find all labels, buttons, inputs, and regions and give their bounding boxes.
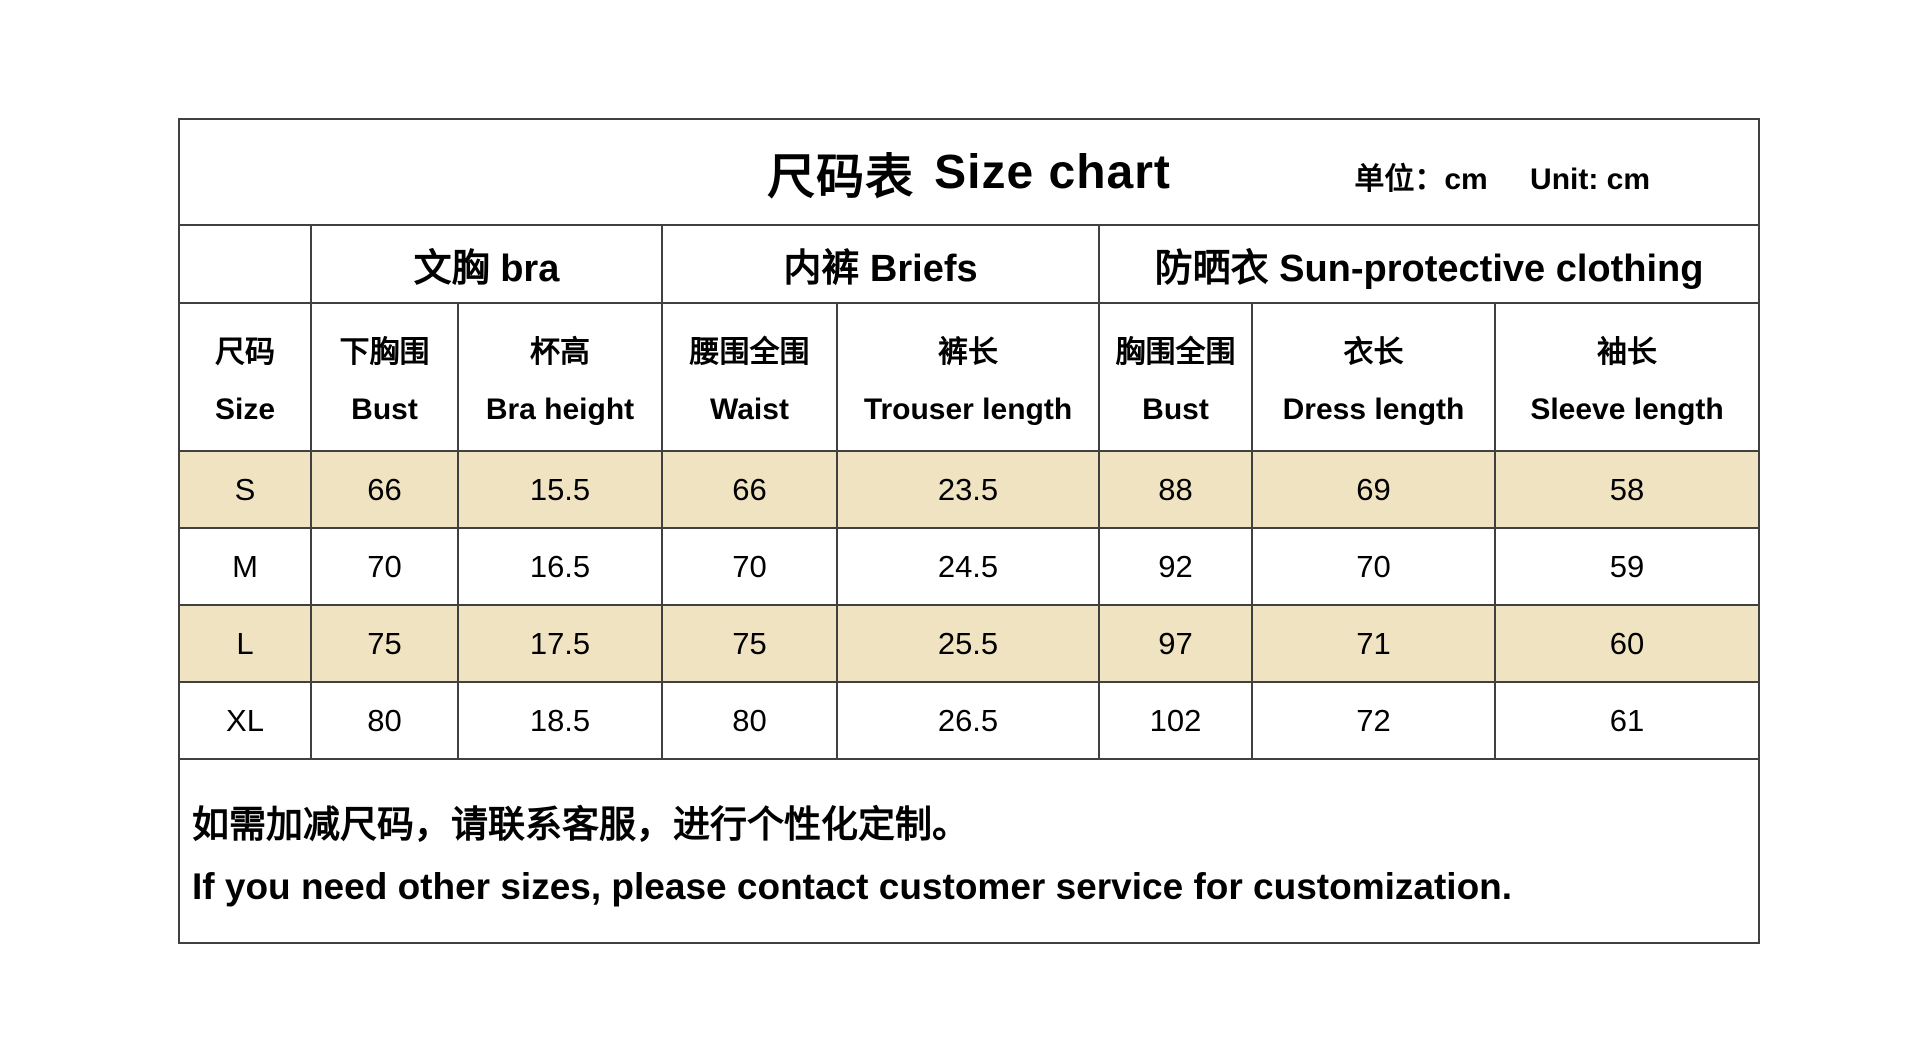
unit-label: 单位：cm Unit: cm (1354, 154, 1650, 198)
column-header-size-zh: 尺码 (215, 335, 275, 369)
column-header-waist: 腰围全围 Waist (661, 302, 838, 452)
size-cell: S (178, 450, 312, 529)
column-header-dress-length-en: Dress length (1282, 393, 1465, 427)
column-header-row: 尺码 Size 下胸围 Bust 杯高 Bra height (178, 302, 1761, 452)
column-header-sleeve-length-en: Sleeve length (1530, 393, 1724, 427)
category-row: 文胸 bra 内裤 Briefs 防晒衣 Sun-protective clot… (178, 224, 1761, 304)
column-header-trouser-length-zh: 裤长 (938, 335, 998, 369)
value-cell: 71 (1251, 604, 1496, 683)
value-cell: 102 (1098, 681, 1253, 760)
column-header-trouser-length: 裤长 Trouser length (836, 302, 1100, 452)
value-cell: 17.5 (457, 604, 663, 683)
size-chart: 尺码表 Size chart 单位：cm Unit: cm 文胸 bra 内裤 … (177, 118, 1761, 944)
column-header-dress-length-zh: 衣长 (1343, 335, 1404, 369)
unit-label-zh: 单位：cm (1354, 163, 1488, 197)
value-cell: 66 (310, 450, 459, 529)
value-cell: 61 (1493, 681, 1761, 760)
title-row: 尺码表 Size chart 单位：cm Unit: cm (177, 118, 1761, 226)
column-header-underbust-en: Bust (351, 393, 418, 427)
column-header-sleeve-length: 袖长 Sleeve length (1493, 302, 1761, 452)
size-chart-table: 尺码表 Size chart 单位：cm Unit: cm 文胸 bra 内裤 … (177, 118, 1761, 944)
column-header-underbust: 下胸围 Bust (310, 302, 459, 452)
category-bra: 文胸 bra (310, 224, 663, 304)
column-header-size: 尺码 Size (178, 302, 312, 452)
value-cell: 23.5 (836, 450, 1100, 529)
column-header-bust-zh: 胸围全围 (1115, 335, 1236, 369)
size-cell: M (178, 527, 312, 606)
value-cell: 72 (1251, 681, 1496, 760)
size-cell: L (178, 604, 312, 683)
column-header-waist-en: Waist (710, 393, 789, 427)
category-sun-protective-clothing: 防晒衣 Sun-protective clothing (1097, 224, 1761, 304)
size-cell: XL (178, 681, 312, 760)
value-cell: 58 (1493, 450, 1761, 529)
column-header-sleeve-length-zh: 袖长 (1597, 335, 1658, 369)
value-cell: 15.5 (457, 450, 663, 529)
unit-label-en: Unit: cm (1530, 163, 1651, 197)
value-cell: 97 (1098, 604, 1253, 683)
value-cell: 80 (661, 681, 838, 760)
value-cell: 69 (1251, 450, 1496, 529)
value-cell: 75 (661, 604, 838, 683)
category-empty-cell (178, 224, 312, 304)
column-header-bust: 胸围全围 Bust (1098, 302, 1253, 452)
footnote-row: 如需加减尺码，请联系客服，进行个性化定制。 If you need other … (177, 758, 1761, 944)
column-header-bust-en: Bust (1142, 393, 1209, 427)
value-cell: 70 (1251, 527, 1496, 606)
value-cell: 92 (1098, 527, 1253, 606)
value-cell: 59 (1493, 527, 1761, 606)
table-row-s: S 66 15.5 66 23.5 88 69 58 (178, 450, 1761, 529)
column-header-bra-height: 杯高 Bra height (457, 302, 663, 452)
column-header-bra-height-en: Bra height (485, 393, 635, 427)
value-cell: 16.5 (457, 527, 663, 606)
column-header-underbust-zh: 下胸围 (339, 335, 430, 369)
column-header-bra-height-zh: 杯高 (530, 335, 590, 369)
value-cell: 25.5 (836, 604, 1100, 683)
value-cell: 70 (310, 527, 459, 606)
chart-title-en: Size chart (934, 145, 1171, 199)
column-header-dress-length: 衣长 Dress length (1251, 302, 1496, 452)
value-cell: 18.5 (457, 681, 663, 760)
footnote-zh: 如需加减尺码，请联系客服，进行个性化定制。 (192, 804, 969, 845)
chart-title-zh: 尺码表 (767, 151, 915, 204)
value-cell: 75 (310, 604, 459, 683)
table-row-l: L 75 17.5 75 25.5 97 71 60 (178, 604, 1761, 683)
value-cell: 24.5 (836, 527, 1100, 606)
footnote-en: If you need other sizes, please contact … (192, 866, 1513, 907)
category-briefs: 内裤 Briefs (661, 224, 1100, 304)
title-cell: 尺码表 Size chart 单位：cm Unit: cm (177, 118, 1761, 226)
table-row-xl: XL 80 18.5 80 26.5 102 72 61 (178, 681, 1761, 760)
value-cell: 70 (661, 527, 838, 606)
table-row-m: M 70 16.5 70 24.5 92 70 59 (178, 527, 1761, 606)
column-header-trouser-length-en: Trouser length (863, 393, 1073, 427)
value-cell: 80 (310, 681, 459, 760)
value-cell: 60 (1493, 604, 1761, 683)
column-header-waist-zh: 腰围全围 (689, 335, 810, 369)
footnote-cell: 如需加减尺码，请联系客服，进行个性化定制。 If you need other … (177, 758, 1761, 944)
value-cell: 66 (661, 450, 838, 529)
value-cell: 26.5 (836, 681, 1100, 760)
chart-title: 尺码表 Size chart (180, 137, 1758, 207)
value-cell: 88 (1098, 450, 1253, 529)
column-header-size-en: Size (214, 393, 276, 427)
